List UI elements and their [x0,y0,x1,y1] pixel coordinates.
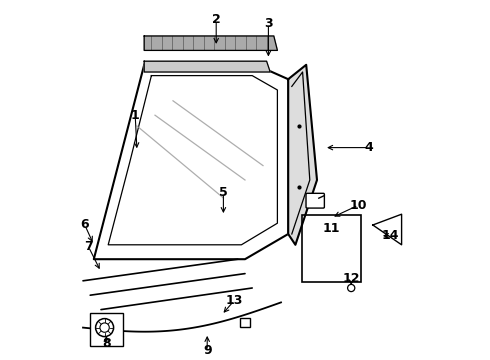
Text: 1: 1 [131,109,140,122]
Text: 14: 14 [382,229,399,242]
Text: 3: 3 [264,17,273,30]
Text: 7: 7 [84,240,93,253]
Text: 4: 4 [365,141,373,154]
Circle shape [100,323,109,332]
Polygon shape [373,214,402,245]
Text: 2: 2 [212,13,220,26]
Polygon shape [144,36,277,50]
FancyBboxPatch shape [302,215,361,282]
Text: 9: 9 [203,345,212,357]
Text: 13: 13 [225,294,243,307]
Polygon shape [94,65,288,259]
Text: 8: 8 [102,337,111,350]
Polygon shape [288,65,317,245]
Circle shape [347,284,355,292]
FancyBboxPatch shape [306,193,324,208]
Circle shape [96,319,114,337]
Bar [240,318,250,327]
FancyBboxPatch shape [90,313,123,346]
Text: 6: 6 [80,219,89,231]
Text: 11: 11 [322,222,340,235]
Text: 12: 12 [343,273,360,285]
Text: 5: 5 [219,186,228,199]
Text: 10: 10 [350,199,367,212]
Polygon shape [144,61,270,72]
